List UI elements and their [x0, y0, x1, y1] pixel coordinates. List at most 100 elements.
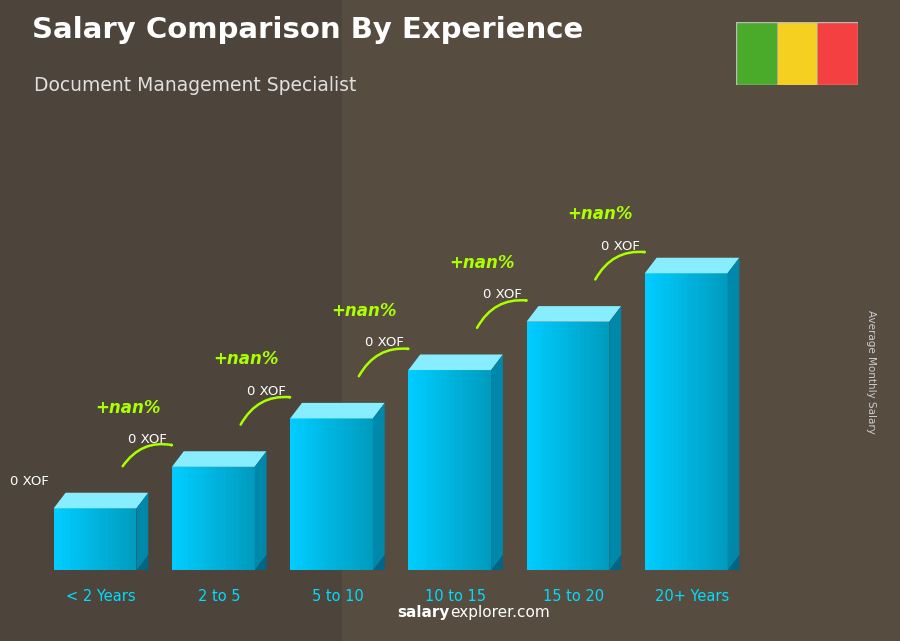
- Polygon shape: [255, 451, 266, 570]
- Bar: [665, 273, 670, 570]
- Bar: [250, 467, 255, 570]
- Text: +nan%: +nan%: [449, 254, 515, 272]
- Bar: [597, 322, 601, 570]
- Bar: [543, 322, 547, 570]
- Bar: [205, 467, 209, 570]
- Bar: [437, 370, 442, 570]
- Text: Average Monthly Salary: Average Monthly Salary: [866, 310, 877, 434]
- Bar: [576, 322, 580, 570]
- Bar: [320, 419, 323, 570]
- Bar: [777, 22, 817, 85]
- Text: 20+ Years: 20+ Years: [655, 590, 729, 604]
- Bar: [580, 322, 584, 570]
- Text: salary: salary: [398, 606, 450, 620]
- Bar: [188, 467, 193, 570]
- Text: 0 XOF: 0 XOF: [601, 240, 640, 253]
- Text: Salary Comparison By Experience: Salary Comparison By Experience: [32, 16, 583, 44]
- Bar: [128, 508, 132, 570]
- Bar: [369, 419, 373, 570]
- Polygon shape: [54, 493, 148, 508]
- Bar: [331, 419, 336, 570]
- Bar: [242, 467, 247, 570]
- Text: 0 XOF: 0 XOF: [483, 288, 522, 301]
- Bar: [58, 508, 62, 570]
- Bar: [466, 370, 471, 570]
- Bar: [605, 322, 609, 570]
- Polygon shape: [609, 555, 621, 570]
- Bar: [290, 419, 294, 570]
- Bar: [54, 508, 58, 570]
- Polygon shape: [172, 451, 266, 467]
- Bar: [247, 467, 250, 570]
- Bar: [352, 419, 356, 570]
- Bar: [589, 322, 593, 570]
- Bar: [120, 508, 124, 570]
- Bar: [344, 419, 348, 570]
- Text: 0 XOF: 0 XOF: [10, 474, 49, 488]
- Polygon shape: [491, 354, 503, 570]
- Polygon shape: [644, 258, 739, 273]
- Text: 2 to 5: 2 to 5: [198, 590, 240, 604]
- Bar: [336, 419, 340, 570]
- Text: 15 to 20: 15 to 20: [544, 590, 605, 604]
- Bar: [201, 467, 205, 570]
- Bar: [86, 508, 91, 570]
- Text: < 2 Years: < 2 Years: [67, 590, 136, 604]
- Text: +nan%: +nan%: [94, 399, 160, 417]
- Bar: [348, 419, 352, 570]
- Bar: [197, 467, 201, 570]
- Bar: [446, 370, 450, 570]
- Bar: [429, 370, 433, 570]
- Bar: [670, 273, 674, 570]
- Polygon shape: [373, 555, 384, 570]
- Bar: [299, 419, 302, 570]
- Bar: [78, 508, 83, 570]
- Bar: [649, 273, 653, 570]
- Text: 5 to 10: 5 to 10: [311, 590, 364, 604]
- Bar: [70, 508, 75, 570]
- Bar: [736, 22, 777, 85]
- Bar: [686, 273, 690, 570]
- Bar: [678, 273, 682, 570]
- Bar: [417, 370, 421, 570]
- Bar: [302, 419, 307, 570]
- Bar: [310, 419, 315, 570]
- Bar: [230, 467, 234, 570]
- Polygon shape: [491, 555, 503, 570]
- Bar: [62, 508, 66, 570]
- Bar: [572, 322, 576, 570]
- Bar: [487, 370, 491, 570]
- Bar: [690, 273, 695, 570]
- Bar: [209, 467, 213, 570]
- Bar: [450, 370, 454, 570]
- Bar: [674, 273, 678, 570]
- Bar: [307, 419, 310, 570]
- Bar: [172, 467, 176, 570]
- Polygon shape: [409, 354, 503, 370]
- Bar: [531, 322, 535, 570]
- Bar: [116, 508, 120, 570]
- Bar: [462, 370, 466, 570]
- Bar: [315, 419, 320, 570]
- Text: 0 XOF: 0 XOF: [247, 385, 285, 397]
- Bar: [682, 273, 686, 570]
- Bar: [560, 322, 563, 570]
- Bar: [221, 467, 226, 570]
- Polygon shape: [727, 258, 739, 570]
- Bar: [601, 322, 605, 570]
- Bar: [176, 467, 180, 570]
- Bar: [433, 370, 437, 570]
- Bar: [328, 419, 331, 570]
- Text: explorer.com: explorer.com: [450, 606, 550, 620]
- Bar: [724, 273, 727, 570]
- Polygon shape: [609, 306, 621, 570]
- Bar: [482, 370, 487, 570]
- Bar: [535, 322, 539, 570]
- Bar: [653, 273, 657, 570]
- Polygon shape: [727, 555, 739, 570]
- Bar: [234, 467, 238, 570]
- Bar: [703, 273, 706, 570]
- Text: +nan%: +nan%: [331, 302, 397, 320]
- Bar: [83, 508, 86, 570]
- Bar: [568, 322, 572, 570]
